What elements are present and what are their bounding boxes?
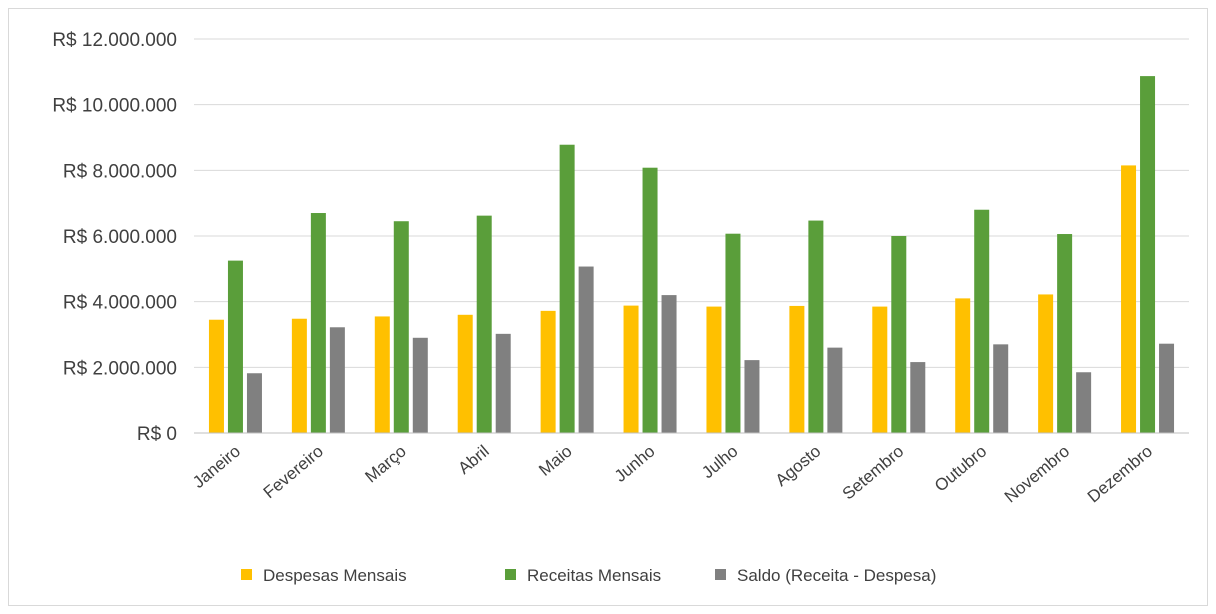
bar-despesas bbox=[457, 314, 473, 433]
legend-label: Saldo (Receita - Despesa) bbox=[737, 566, 936, 585]
x-category-label: Outubro bbox=[931, 442, 990, 496]
bar-saldo bbox=[329, 327, 345, 433]
chart-container: R$ 0 R$ 2.000.000 R$ 4.000.000 R$ 6.000.000… bbox=[8, 8, 1208, 606]
bar-despesas bbox=[1121, 165, 1137, 434]
bar-saldo bbox=[744, 360, 760, 433]
bar-despesas bbox=[706, 306, 722, 433]
legend-swatch bbox=[715, 569, 726, 580]
x-category-label: Dezembro bbox=[1084, 442, 1156, 507]
bar-despesas bbox=[623, 305, 639, 433]
bars bbox=[208, 76, 1175, 434]
x-category-label: Junho bbox=[611, 442, 659, 486]
x-category-label: Abril bbox=[455, 442, 493, 478]
y-tick-label: R$ 8.000.000 bbox=[63, 161, 177, 182]
bar-receitas bbox=[1057, 234, 1073, 433]
legend-label: Despesas Mensais bbox=[263, 566, 407, 585]
y-tick-label: R$ 10.000.000 bbox=[52, 96, 177, 117]
bar-receitas bbox=[891, 236, 907, 433]
x-category-label: Março bbox=[361, 442, 409, 487]
bar-receitas bbox=[974, 209, 990, 433]
legend-swatch bbox=[505, 569, 516, 580]
gridlines bbox=[194, 38, 1189, 368]
bar-saldo bbox=[993, 344, 1009, 433]
x-category-label: Janeiro bbox=[189, 442, 244, 492]
legend: Despesas Mensais Receitas Mensais Saldo (R… bbox=[241, 566, 936, 585]
x-category-label: Novembro bbox=[1001, 442, 1073, 507]
x-category-label: Agosto bbox=[772, 442, 825, 491]
bar-receitas bbox=[227, 260, 243, 433]
bar-saldo bbox=[1076, 372, 1092, 433]
bar-despesas bbox=[540, 310, 556, 433]
x-category-label: Setembro bbox=[839, 442, 908, 504]
y-tick-label: R$ 12.000.000 bbox=[52, 30, 177, 51]
bar-receitas bbox=[476, 215, 492, 433]
bar-saldo bbox=[578, 266, 594, 433]
x-axis-categories: Janeiro Fevereiro Março Abril Maio Junho Julho… bbox=[189, 442, 1156, 507]
bar-saldo bbox=[495, 333, 511, 433]
y-tick-label: R$ 0 bbox=[137, 424, 177, 445]
bar-receitas bbox=[725, 233, 741, 433]
bar-chart: R$ 0 R$ 2.000.000 R$ 4.000.000 R$ 6.000.000… bbox=[52, 30, 1189, 585]
x-category-label: Fevereiro bbox=[260, 442, 327, 503]
bar-saldo bbox=[827, 347, 843, 433]
bar-receitas bbox=[642, 167, 658, 433]
bar-despesas bbox=[374, 316, 390, 433]
legend-swatch bbox=[241, 569, 252, 580]
bar-despesas bbox=[789, 305, 805, 433]
bar-despesas bbox=[1038, 294, 1054, 433]
bar-receitas bbox=[1140, 76, 1156, 433]
y-tick-label: R$ 6.000.000 bbox=[63, 227, 177, 248]
bar-receitas bbox=[808, 220, 824, 433]
bar-receitas bbox=[559, 144, 575, 433]
bar-despesas bbox=[291, 318, 307, 433]
bar-receitas bbox=[393, 221, 409, 433]
bar-despesas bbox=[872, 306, 888, 433]
y-axis-ticks: R$ 0 R$ 2.000.000 R$ 4.000.000 R$ 6.000.000… bbox=[52, 30, 177, 445]
bar-saldo bbox=[910, 362, 926, 433]
bar-saldo bbox=[661, 295, 677, 433]
legend-label: Receitas Mensais bbox=[527, 566, 661, 585]
y-tick-label: R$ 4.000.000 bbox=[63, 293, 177, 314]
bar-despesas bbox=[955, 298, 971, 433]
bar-despesas bbox=[208, 319, 224, 433]
y-tick-label: R$ 2.000.000 bbox=[63, 358, 177, 379]
bar-saldo bbox=[246, 373, 262, 433]
x-category-label: Maio bbox=[535, 442, 575, 480]
bar-saldo bbox=[1159, 343, 1175, 433]
x-category-label: Julho bbox=[698, 442, 741, 483]
bar-receitas bbox=[310, 213, 326, 433]
bar-saldo bbox=[412, 337, 428, 433]
